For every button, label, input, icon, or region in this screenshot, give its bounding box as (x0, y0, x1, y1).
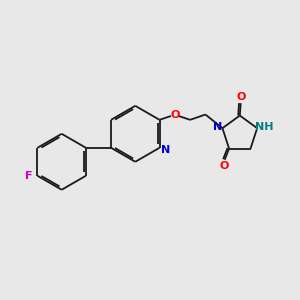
Text: O: O (220, 161, 229, 171)
Text: O: O (170, 110, 179, 119)
Text: F: F (26, 171, 33, 181)
Text: N: N (161, 145, 171, 155)
Text: NH: NH (255, 122, 274, 132)
Text: N: N (212, 122, 222, 132)
Text: O: O (236, 92, 245, 102)
